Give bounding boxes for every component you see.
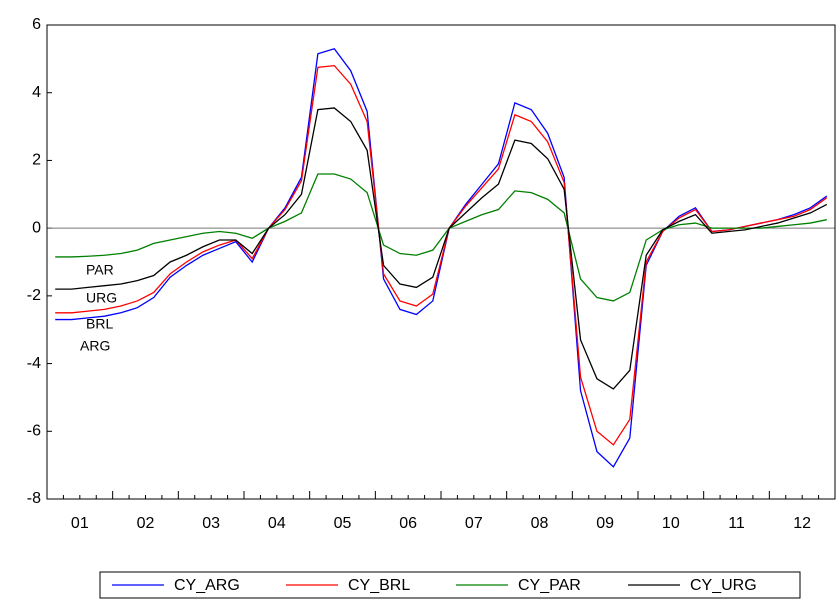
- x-tick-label: 08: [531, 515, 549, 532]
- x-tick-label: 06: [399, 515, 417, 532]
- series-line: [55, 64, 828, 446]
- x-tick-label: 07: [465, 515, 483, 532]
- series-line: [55, 173, 827, 302]
- y-tick-label: 4: [32, 84, 41, 101]
- annotation: PAR: [86, 262, 114, 278]
- legend-box: [99, 571, 801, 599]
- x-tick-label: 09: [596, 515, 614, 532]
- annotation: ARG: [80, 338, 110, 354]
- x-tick-label: 03: [202, 515, 220, 532]
- x-tick-label: 04: [268, 515, 286, 532]
- y-tick-label: -6: [27, 423, 41, 440]
- annotation: BRL: [86, 316, 113, 332]
- x-tick-label: 11: [728, 515, 745, 532]
- legend-label: CY_BRL: [348, 577, 410, 594]
- x-tick-label: 10: [662, 515, 680, 532]
- y-tick-label: 2: [32, 152, 41, 169]
- legend-label: CY_PAR: [518, 577, 581, 594]
- series-line: [55, 47, 828, 468]
- legend-label: CY_ARG: [174, 577, 240, 594]
- plot-frame: [46, 24, 836, 500]
- legend: CY_ARG CY_BRL CY_PAR CY_URG: [99, 571, 801, 599]
- annotation: URG: [86, 290, 117, 306]
- x-tick-label: 12: [793, 515, 811, 532]
- y-tick-label: -8: [27, 490, 41, 507]
- x-tick-label: 05: [334, 515, 352, 532]
- series-line: [55, 107, 828, 390]
- x-tick-label: 02: [137, 515, 155, 532]
- x-tick-label: 01: [71, 515, 89, 532]
- y-tick-label: -2: [27, 287, 41, 304]
- y-tick-label: 0: [32, 219, 41, 236]
- legend-label: CY_URG: [690, 577, 757, 594]
- y-tick-label: -4: [27, 355, 41, 372]
- y-tick-label: 6: [32, 16, 41, 33]
